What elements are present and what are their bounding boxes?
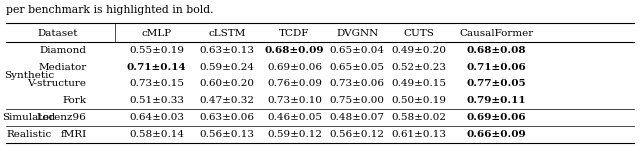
Text: 0.64±0.03: 0.64±0.03 [129,113,184,122]
Text: 0.59±0.24: 0.59±0.24 [200,62,255,72]
Text: Simulated: Simulated [2,113,56,122]
Text: Fork: Fork [63,96,86,105]
Text: 0.56±0.13: 0.56±0.13 [200,130,255,139]
Text: 0.66±0.09: 0.66±0.09 [466,130,526,139]
Text: Diamond: Diamond [40,46,86,55]
Text: 0.59±0.12: 0.59±0.12 [267,130,322,139]
Text: 0.79±0.11: 0.79±0.11 [466,96,526,105]
Text: 0.69±0.06: 0.69±0.06 [466,113,526,122]
Text: 0.69±0.06: 0.69±0.06 [267,62,322,72]
Text: 0.49±0.15: 0.49±0.15 [392,79,447,88]
Text: Realistic: Realistic [6,130,51,139]
Text: CUTS: CUTS [404,29,435,38]
Text: 0.77±0.05: 0.77±0.05 [466,79,526,88]
Text: TCDF: TCDF [279,29,310,38]
Text: 0.76±0.09: 0.76±0.09 [267,79,322,88]
Text: fMRI: fMRI [60,130,86,139]
Text: 0.50±0.19: 0.50±0.19 [392,96,447,105]
Text: 0.71±0.14: 0.71±0.14 [127,62,187,72]
Text: cLSTM: cLSTM [209,29,246,38]
Text: 0.51±0.33: 0.51±0.33 [129,96,184,105]
Text: 0.65±0.05: 0.65±0.05 [330,62,385,72]
Text: 0.75±0.00: 0.75±0.00 [330,96,385,105]
Text: cMLP: cMLP [141,29,172,38]
Text: CausalFormer: CausalFormer [459,29,533,38]
Text: 0.58±0.02: 0.58±0.02 [392,113,447,122]
Text: 0.60±0.20: 0.60±0.20 [200,79,255,88]
Text: 0.47±0.32: 0.47±0.32 [200,96,255,105]
Text: 0.46±0.05: 0.46±0.05 [267,113,322,122]
Text: 0.73±0.15: 0.73±0.15 [129,79,184,88]
Text: Synthetic: Synthetic [4,71,54,80]
Text: 0.55±0.19: 0.55±0.19 [129,46,184,55]
Text: 0.63±0.13: 0.63±0.13 [200,46,255,55]
Text: 0.61±0.13: 0.61±0.13 [392,130,447,139]
Text: 0.52±0.23: 0.52±0.23 [392,62,447,72]
Text: DVGNN: DVGNN [336,29,378,38]
Text: 0.65±0.04: 0.65±0.04 [330,46,385,55]
Text: per benchmark is highlighted in bold.: per benchmark is highlighted in bold. [6,5,214,15]
Text: Mediator: Mediator [38,62,86,72]
Text: 0.48±0.07: 0.48±0.07 [330,113,385,122]
Text: 0.68±0.08: 0.68±0.08 [467,46,525,55]
Text: Lorenz96: Lorenz96 [36,113,86,122]
Text: V-structure: V-structure [28,79,86,88]
Text: 0.49±0.20: 0.49±0.20 [392,46,447,55]
Text: 0.56±0.12: 0.56±0.12 [330,130,385,139]
Text: Dataset: Dataset [37,29,78,38]
Text: 0.68±0.09: 0.68±0.09 [265,46,324,55]
Text: 0.73±0.06: 0.73±0.06 [330,79,385,88]
Text: 0.73±0.10: 0.73±0.10 [267,96,322,105]
Text: 0.71±0.06: 0.71±0.06 [466,62,526,72]
Text: 0.63±0.06: 0.63±0.06 [200,113,255,122]
Text: 0.58±0.14: 0.58±0.14 [129,130,184,139]
